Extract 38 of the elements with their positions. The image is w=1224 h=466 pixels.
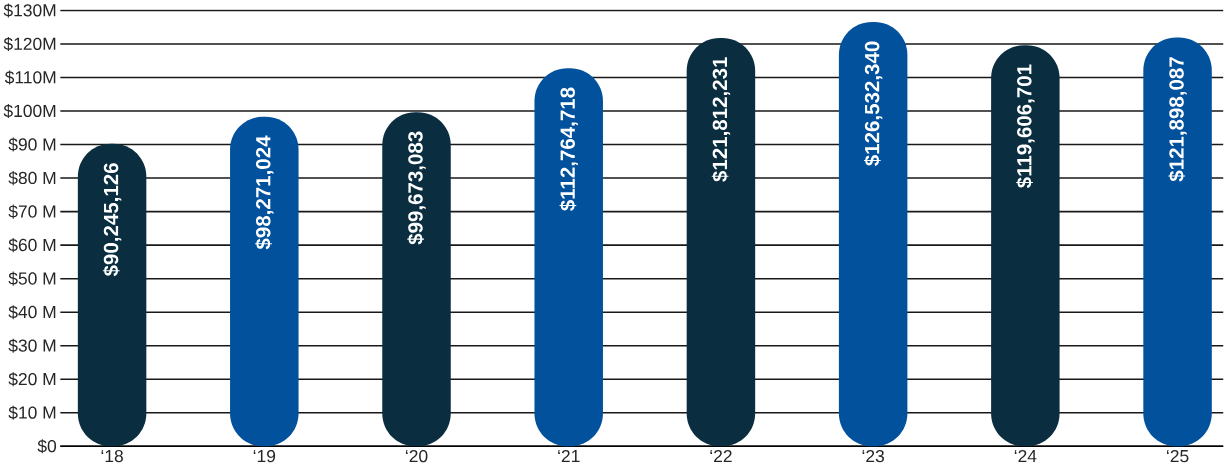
y-tick-label: $130M <box>3 3 56 18</box>
y-tick-label: $80 M <box>8 171 56 186</box>
data-label: $121,812,231 <box>711 57 731 182</box>
y-tick-label: $60 M <box>8 238 56 253</box>
bar <box>534 68 603 447</box>
data-label: $121,898,087 <box>1168 57 1187 182</box>
data-label: $119,606,701 <box>1016 64 1035 189</box>
y-tick-label: $0 <box>37 439 57 454</box>
x-tick-label: ‘18 <box>101 450 123 463</box>
data-label: $99,673,083 <box>407 131 426 245</box>
bar <box>230 117 299 447</box>
x-tick-label: ‘20 <box>405 450 428 463</box>
data-label: $98,271,024 <box>255 135 274 250</box>
data-label: $112,764,718 <box>559 87 578 212</box>
x-tick-label: ‘21 <box>558 450 580 463</box>
bar <box>991 45 1060 447</box>
y-tick-label: $110M <box>4 70 56 85</box>
bar <box>686 38 756 447</box>
data-label: $90,245,126 <box>102 163 122 277</box>
y-tick-label: $30 M <box>8 338 56 353</box>
y-tick-label: $120M <box>3 37 56 52</box>
bar <box>838 22 908 447</box>
y-tick-label: $10 M <box>8 405 56 420</box>
bar <box>382 112 451 447</box>
y-tick-label: $50 M <box>8 271 56 286</box>
y-tick-label: $20 M <box>8 372 56 387</box>
bar <box>77 143 147 447</box>
x-tick-label: ‘19 <box>253 450 276 463</box>
x-tick-label: ‘24 <box>1014 450 1037 463</box>
y-tick-label: $100M <box>3 104 56 119</box>
x-tick-label: ‘23 <box>862 450 884 463</box>
data-label: $126,532,340 <box>863 41 883 167</box>
y-tick-label: $90 M <box>8 137 56 152</box>
bar <box>1143 37 1212 447</box>
x-tick-label: ‘25 <box>1167 450 1189 463</box>
y-tick-label: $40 M <box>8 305 56 320</box>
y-tick-label: $70 M <box>8 204 56 219</box>
x-tick-label: ‘22 <box>710 450 732 463</box>
